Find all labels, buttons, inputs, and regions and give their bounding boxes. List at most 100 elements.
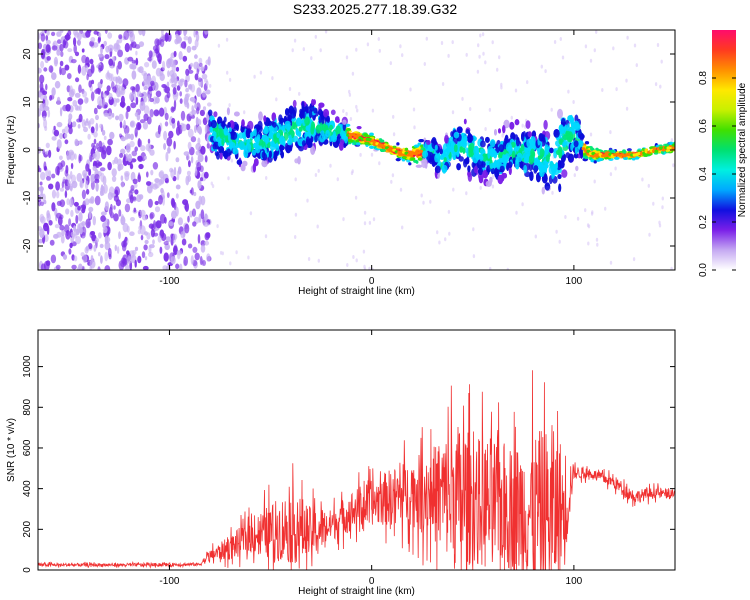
noise-cell bbox=[451, 110, 455, 115]
noise-cell bbox=[593, 48, 596, 53]
noise-cell bbox=[170, 256, 176, 265]
signal-cell bbox=[279, 117, 285, 124]
noise-cell bbox=[144, 61, 150, 68]
noise-cell bbox=[78, 84, 82, 94]
noise-cell bbox=[78, 113, 83, 123]
signal-cell bbox=[445, 148, 452, 153]
noise-cell bbox=[78, 212, 83, 222]
noise-cell bbox=[84, 97, 89, 104]
noise-cell bbox=[243, 110, 246, 115]
signal-cell bbox=[515, 158, 519, 165]
noise-cell bbox=[135, 83, 140, 93]
noise-cell bbox=[168, 221, 174, 227]
signal-cell bbox=[530, 136, 536, 145]
noise-cell bbox=[342, 109, 345, 113]
signal-cell bbox=[283, 115, 287, 123]
noise-cell bbox=[187, 215, 190, 223]
noise-cell bbox=[138, 163, 144, 170]
signal-cell bbox=[295, 117, 302, 127]
signal-cell bbox=[485, 136, 490, 143]
noise-cell bbox=[336, 177, 339, 182]
noise-cell bbox=[143, 105, 150, 115]
noise-cell bbox=[107, 138, 113, 146]
noise-cell bbox=[658, 223, 662, 228]
y-tick-label-bottom: 600 bbox=[22, 439, 33, 456]
noise-cell bbox=[192, 98, 197, 104]
signal-cell bbox=[439, 148, 443, 155]
noise-cell bbox=[166, 91, 171, 99]
noise-cell bbox=[113, 205, 116, 210]
noise-cell bbox=[85, 30, 91, 38]
noise-cell bbox=[39, 82, 44, 91]
noise-cell bbox=[521, 123, 524, 128]
noise-cell bbox=[41, 110, 47, 119]
signal-cell bbox=[252, 162, 256, 173]
noise-cell bbox=[86, 73, 89, 81]
signal-cell bbox=[295, 141, 299, 147]
noise-cell bbox=[368, 220, 372, 225]
signal-cell bbox=[509, 121, 515, 130]
noise-cell bbox=[200, 145, 206, 155]
noise-cell bbox=[633, 43, 637, 48]
signal-cell bbox=[415, 160, 419, 164]
noise-cell bbox=[573, 173, 576, 178]
noise-cell bbox=[200, 244, 206, 253]
noise-cell bbox=[500, 82, 503, 87]
noise-cell bbox=[176, 250, 183, 256]
noise-cell bbox=[572, 100, 575, 104]
noise-cell bbox=[113, 42, 119, 52]
noise-cell bbox=[195, 150, 201, 156]
signal-cell bbox=[280, 151, 284, 159]
noise-cell bbox=[97, 37, 101, 44]
noise-cell bbox=[195, 142, 202, 151]
noise-cell bbox=[46, 210, 50, 219]
noise-cell bbox=[166, 137, 173, 147]
noise-cell bbox=[187, 243, 193, 249]
noise-cell bbox=[302, 47, 305, 52]
noise-cell bbox=[152, 239, 155, 245]
signal-cell bbox=[413, 144, 420, 148]
noise-cell bbox=[205, 232, 211, 239]
noise-cell bbox=[211, 184, 215, 189]
noise-cell bbox=[319, 48, 322, 53]
signal-cell bbox=[219, 152, 223, 160]
noise-cell bbox=[129, 120, 136, 128]
snr-series-line bbox=[38, 370, 675, 570]
signal-cell bbox=[570, 143, 574, 151]
signal-cell bbox=[660, 150, 665, 154]
noise-cell bbox=[82, 254, 88, 263]
noise-cell bbox=[38, 238, 43, 244]
noise-cell bbox=[62, 39, 66, 49]
noise-cell bbox=[179, 263, 183, 270]
signal-cell bbox=[530, 148, 535, 159]
noise-cell bbox=[127, 133, 131, 139]
noise-cell bbox=[194, 125, 197, 134]
signal-cell bbox=[542, 134, 546, 143]
noise-cell bbox=[123, 119, 126, 129]
signal-cell bbox=[520, 144, 525, 152]
noise-cell bbox=[377, 37, 380, 41]
noise-cell bbox=[70, 231, 76, 237]
noise-cell bbox=[506, 267, 509, 270]
noise-cell bbox=[164, 112, 169, 121]
noise-cell bbox=[444, 237, 447, 242]
noise-cell bbox=[120, 136, 127, 142]
noise-cell bbox=[68, 154, 72, 160]
signal-cell bbox=[452, 152, 457, 161]
noise-cell bbox=[190, 255, 194, 265]
noise-cell bbox=[591, 210, 594, 215]
noise-cell bbox=[59, 224, 65, 231]
noise-cell bbox=[129, 140, 135, 148]
noise-cell bbox=[122, 222, 129, 233]
noise-cell bbox=[422, 200, 425, 205]
noise-cell bbox=[589, 132, 593, 137]
noise-cell bbox=[275, 97, 278, 102]
noise-cell bbox=[164, 177, 170, 184]
ridge-cell bbox=[586, 149, 591, 153]
noise-cell bbox=[103, 112, 110, 117]
noise-cell bbox=[115, 76, 119, 84]
noise-cell bbox=[185, 123, 191, 131]
signal-cell bbox=[212, 143, 217, 150]
noise-cell bbox=[202, 106, 207, 111]
noise-cell bbox=[550, 107, 553, 112]
